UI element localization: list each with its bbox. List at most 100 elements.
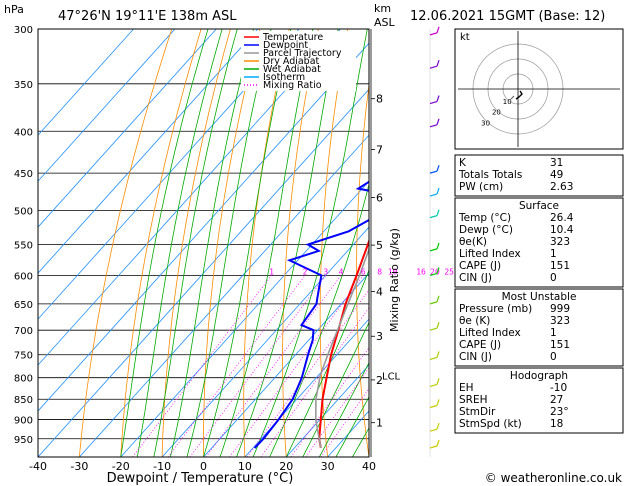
most-unstable-table-row-label: CAPE (J): [459, 339, 501, 351]
legend-entry: Temperature: [262, 32, 323, 43]
wet-adiabat-line: [335, 396, 369, 457]
temperature-tick-label: -20: [112, 460, 130, 473]
legend-entry: Dewpoint: [263, 40, 308, 51]
mixing-ratio-line: [189, 275, 327, 457]
wind-barb: [429, 65, 438, 69]
asl-label: ASL: [374, 16, 396, 29]
plot-area: [38, 29, 369, 457]
dry-adiabat-line: [161, 29, 231, 457]
wet-adiabat-line: [120, 29, 209, 457]
wind-barb: [429, 32, 438, 36]
temperature-tick-label: -10: [153, 460, 171, 473]
indices-panel: K 31 Totals Totals 49 PW (cm) 2.63 Surface Temp…: [454, 154, 624, 434]
temperature-tick-label: -30: [70, 460, 88, 473]
isotherm-line: [244, 318, 369, 457]
hodograph-table-title: Hodograph: [510, 370, 568, 382]
pressure-tick-label: 650: [14, 300, 33, 311]
mixing-ratio-label: 8: [377, 267, 382, 276]
wind-barb: [429, 215, 438, 219]
wind-barb-flag: [436, 209, 440, 216]
mixing-ratio-line: [305, 367, 369, 457]
mixing-ratio-line: [132, 275, 272, 457]
legend-entry: Isotherm: [263, 72, 305, 83]
x-axis-title: Dewpoint / Temperature (°C): [107, 471, 294, 486]
mixing-ratio-line: [246, 289, 369, 457]
wind-barb-flag: [436, 351, 440, 358]
wet-adiabat-line: [219, 29, 314, 457]
wet-adiabat-line: [285, 269, 369, 457]
wet-adiabat-line: [170, 29, 254, 457]
dry-adiabat-line: [79, 29, 173, 457]
temperature-tick-label: 10: [238, 460, 252, 473]
wind-barb: [429, 100, 438, 105]
pressure-tick-label: 350: [14, 80, 33, 91]
km-tick-label: 2: [376, 374, 383, 387]
most-unstable-table-title: Most Unstable: [502, 291, 577, 303]
km-tick-label: 4: [376, 286, 383, 299]
legend-background: [241, 31, 356, 91]
km-label: km: [374, 2, 391, 15]
hodograph-kt-label: kt: [460, 32, 470, 43]
pressure-tick-label: 800: [14, 374, 33, 385]
isotherm-line: [38, 29, 176, 182]
wind-barb: [429, 170, 438, 174]
surface-table-row-value: 151: [550, 260, 570, 272]
series-parcel-trajectory: [314, 247, 369, 449]
legend-entry: Parcel Trajectory: [263, 48, 342, 59]
indices-table-row-value: 31: [550, 157, 563, 169]
dry-adiabat-line: [203, 29, 261, 457]
pressure-tick-label: 600: [14, 271, 33, 282]
most-unstable-table-row-value: 323: [550, 315, 570, 327]
indices-table-row-value: 49: [550, 169, 563, 181]
most-unstable-table-row-label: Lifted Index: [459, 327, 521, 339]
pressure-tick-label: 500: [14, 207, 33, 218]
most-unstable-table-box: [454, 288, 624, 367]
wind-barb: [429, 404, 438, 409]
indices-table-row-label: Totals Totals: [458, 169, 522, 181]
legend-entry: Dry Adiabat: [263, 56, 320, 67]
km-tick-label: 6: [376, 192, 383, 205]
indices-table-row-value: 2.63: [550, 181, 573, 193]
temperature-tick-label: 30: [321, 460, 335, 473]
indices-table-row-label: K: [459, 157, 467, 169]
pressure-tick-label: 950: [14, 435, 33, 446]
wet-adiabat-line: [318, 361, 369, 457]
temperature-tick-label: 0: [200, 460, 207, 473]
hodograph-table-row-value: 23°: [550, 406, 569, 418]
most-unstable-table-row-label: Pressure (mb): [459, 303, 532, 315]
wind-barb: [429, 428, 438, 432]
km-tick-label: 3: [376, 330, 383, 343]
km-tick-label: 1: [376, 417, 383, 430]
wet-adiabat-line: [153, 29, 238, 457]
wind-barb-flag: [436, 399, 440, 406]
hodograph-table-row-label: SREH: [459, 394, 488, 406]
hpa-label: hPa: [4, 3, 24, 16]
mixing-ratio-line: [290, 347, 369, 457]
wind-barb-flag: [436, 295, 440, 303]
dry-adiabat-line: [319, 29, 349, 457]
mixing-ratio-label: 25: [444, 267, 454, 276]
km-tick-label: 5: [376, 239, 383, 252]
surface-table-row-value: 1: [550, 248, 557, 260]
mixing-ratio-label: 6: [361, 267, 366, 276]
plot-frame: [37, 28, 370, 458]
mixing-ratio-label: 10: [388, 267, 398, 276]
hodograph-table-box: [454, 367, 624, 434]
pressure-tick-label: 550: [14, 240, 33, 251]
isotherm-line: [203, 272, 369, 457]
pressure-tick-label: 750: [14, 351, 33, 362]
isotherm-line: [285, 364, 369, 457]
wind-barb: [429, 248, 438, 252]
dry-adiabat-line: [356, 81, 369, 457]
surface-table-row-label: CIN (J): [459, 272, 492, 284]
wind-barb: [429, 193, 438, 197]
indices-table-box: [454, 154, 624, 197]
indices-table-row-label: PW (cm): [459, 181, 503, 193]
isotherm-line: [38, 88, 369, 457]
legend-entry: Wet Adiabat: [263, 64, 321, 75]
series-temperature: [318, 238, 369, 449]
pressure-tick-label: 450: [14, 169, 33, 180]
mixing-ratio-label: 2: [303, 267, 308, 276]
